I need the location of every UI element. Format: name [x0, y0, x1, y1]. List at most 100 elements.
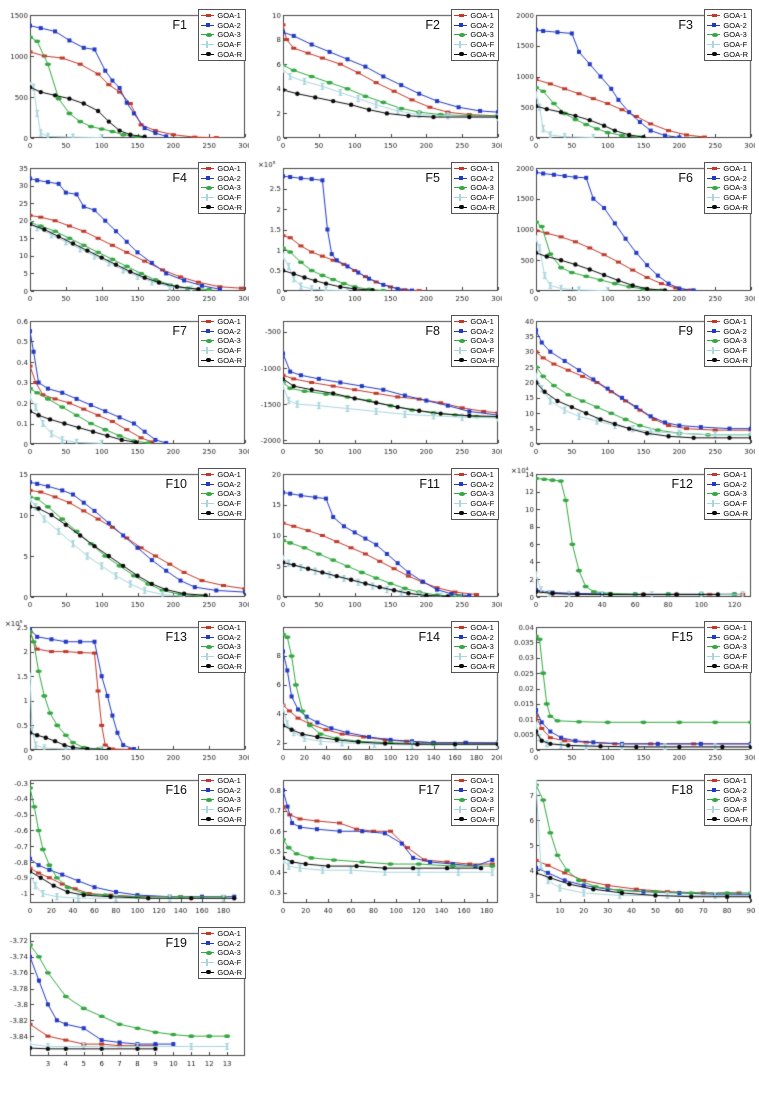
legend-label: GOA-2: [723, 326, 747, 336]
legend-item: GOA-F: [201, 958, 242, 968]
legend-marker-icon: [454, 481, 468, 488]
legend: GOA-1 GOA-2 GOA-3 GOA-F GOA-R: [704, 468, 752, 520]
legend-item: GOA-2: [707, 633, 748, 643]
legend-label: GOA-F: [723, 499, 748, 509]
legend-item: GOA-R: [707, 661, 748, 671]
legend-marker-icon: [454, 184, 468, 191]
legend: GOA-1 GOA-2 GOA-3 GOA-F GOA-R: [704, 162, 752, 214]
legend-marker-icon: [707, 22, 721, 29]
legend-item: GOA-F: [201, 652, 242, 662]
legend-marker-icon: [454, 624, 468, 631]
legend-label: GOA-R: [470, 814, 495, 824]
legend-label: GOA-1: [217, 11, 241, 21]
legend-marker-icon: [707, 165, 721, 172]
legend-item: GOA-F: [707, 346, 748, 356]
legend-label: GOA-R: [217, 49, 242, 59]
legend-item: GOA-F: [454, 40, 495, 50]
legend-marker-icon: [454, 806, 468, 814]
legend-item: GOA-2: [707, 480, 748, 490]
legend-marker-icon: [201, 816, 215, 823]
legend-label: GOA-R: [470, 355, 495, 365]
legend-marker-icon: [201, 777, 215, 784]
legend-label: GOA-F: [470, 499, 495, 509]
legend-item: GOA-R: [201, 967, 242, 977]
legend-label: GOA-1: [723, 623, 747, 633]
legend-marker-icon: [201, 51, 215, 58]
chart-F1: F1 GOA-1 GOA-2 GOA-3 GOA-F GOA-R: [0, 5, 253, 158]
legend-label: GOA-F: [470, 805, 495, 815]
legend-item: GOA-3: [201, 489, 242, 499]
chart-label: F14: [418, 630, 440, 644]
legend-item: GOA-2: [201, 939, 242, 949]
legend-marker-icon: [201, 471, 215, 478]
legend-marker-icon: [707, 787, 721, 794]
legend-marker-icon: [201, 165, 215, 172]
legend-marker-icon: [454, 337, 468, 344]
chart-label: F4: [172, 171, 187, 185]
legend-item: GOA-1: [454, 470, 495, 480]
legend-label: GOA-R: [723, 661, 748, 671]
legend-item: GOA-1: [454, 11, 495, 21]
legend-item: GOA-1: [201, 164, 242, 174]
legend-label: GOA-R: [217, 202, 242, 212]
legend-label: GOA-F: [217, 958, 242, 968]
legend-label: GOA-1: [723, 11, 747, 21]
legend-label: GOA-F: [723, 193, 748, 203]
legend-marker-icon: [454, 510, 468, 517]
legend-marker-icon: [201, 22, 215, 29]
legend-marker-icon: [201, 949, 215, 956]
legend: GOA-1 GOA-2 GOA-3 GOA-F GOA-R: [451, 774, 499, 826]
legend-item: GOA-F: [707, 499, 748, 509]
legend-item: GOA-1: [201, 776, 242, 786]
legend-marker-icon: [201, 175, 215, 182]
legend-marker-icon: [201, 41, 215, 49]
legend-label: GOA-R: [470, 661, 495, 671]
chart-F10: F10 GOA-1 GOA-2 GOA-3 GOA-F GOA-R: [0, 464, 253, 617]
legend-item: GOA-1: [707, 470, 748, 480]
legend: GOA-1 GOA-2 GOA-3 GOA-F GOA-R: [198, 315, 246, 367]
legend-label: GOA-2: [723, 20, 747, 30]
legend-marker-icon: [201, 806, 215, 814]
legend-label: GOA-R: [470, 202, 495, 212]
legend-label: GOA-3: [217, 642, 241, 652]
legend-marker-icon: [707, 653, 721, 661]
legend-label: GOA-R: [217, 967, 242, 977]
legend-marker-icon: [201, 787, 215, 794]
chart-label: F5: [425, 171, 440, 185]
legend-item: GOA-R: [707, 508, 748, 518]
chart-label: F16: [165, 783, 187, 797]
legend-item: GOA-F: [707, 805, 748, 815]
legend: GOA-1 GOA-2 GOA-3 GOA-F GOA-R: [198, 774, 246, 826]
legend-label: GOA-3: [217, 489, 241, 499]
legend-label: GOA-R: [723, 355, 748, 365]
legend-label: GOA-3: [217, 30, 241, 40]
legend-label: GOA-3: [470, 183, 494, 193]
legend: GOA-1 GOA-2 GOA-3 GOA-F GOA-R: [704, 315, 752, 367]
chart-label: F12: [671, 477, 693, 491]
legend-marker-icon: [707, 328, 721, 335]
legend-item: GOA-3: [454, 183, 495, 193]
legend-label: GOA-1: [470, 776, 494, 786]
legend-item: GOA-F: [201, 805, 242, 815]
legend-marker-icon: [201, 204, 215, 211]
chart-label: F13: [165, 630, 187, 644]
legend-label: GOA-3: [217, 183, 241, 193]
legend-item: GOA-1: [707, 11, 748, 21]
legend-label: GOA-2: [723, 479, 747, 489]
legend-marker-icon: [707, 806, 721, 814]
legend-marker-icon: [707, 41, 721, 49]
legend-item: GOA-R: [707, 49, 748, 59]
legend-marker-icon: [201, 500, 215, 508]
legend-item: GOA-2: [201, 21, 242, 31]
legend-marker-icon: [707, 634, 721, 641]
legend-marker-icon: [201, 634, 215, 641]
legend-label: GOA-R: [723, 202, 748, 212]
legend-marker-icon: [454, 500, 468, 508]
legend-marker-icon: [707, 510, 721, 517]
legend-item: GOA-3: [454, 336, 495, 346]
chart-label: F9: [678, 324, 693, 338]
legend-item: GOA-F: [707, 40, 748, 50]
legend-label: GOA-3: [217, 336, 241, 346]
legend-item: GOA-3: [201, 30, 242, 40]
legend-label: GOA-R: [723, 508, 748, 518]
